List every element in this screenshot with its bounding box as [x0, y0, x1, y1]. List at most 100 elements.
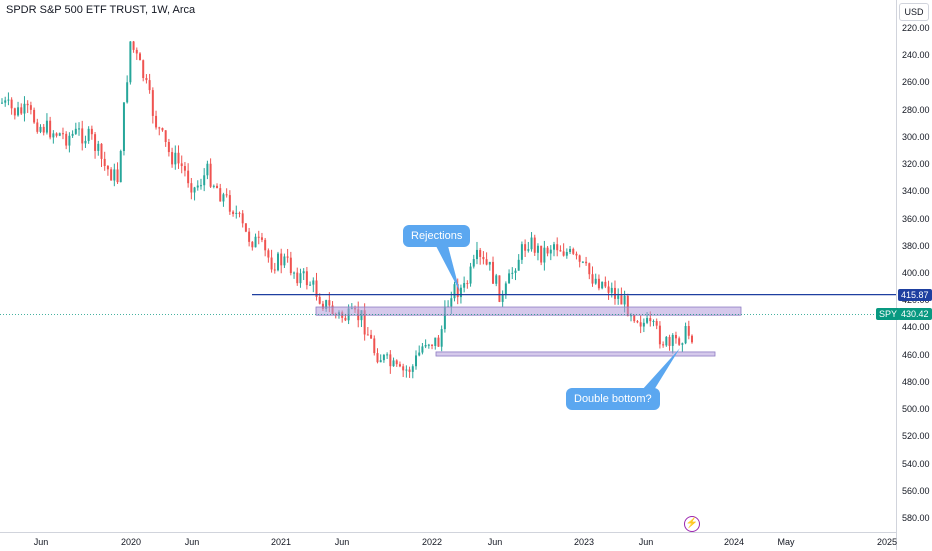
candle-body — [572, 248, 575, 254]
candle-body — [45, 120, 48, 133]
double-bottom-callout[interactable]: Double bottom? — [566, 388, 660, 410]
candle-body — [81, 128, 84, 144]
candle-body — [527, 249, 530, 251]
candle-body — [110, 169, 113, 181]
time-tick: Jun — [184, 537, 200, 547]
chart-plot[interactable] — [0, 0, 896, 532]
candle-body — [678, 338, 681, 345]
candle-body — [13, 108, 16, 116]
time-tick: 2023 — [573, 537, 595, 547]
candle-body — [113, 169, 116, 181]
candle-body — [549, 249, 552, 254]
candle-body — [270, 257, 273, 270]
candle-body — [601, 281, 604, 289]
candle-body — [520, 244, 523, 260]
candle-body — [119, 151, 122, 183]
candle-body — [1, 102, 3, 104]
candle-body — [533, 237, 536, 253]
candle-body — [405, 369, 408, 371]
price-tick: 320.00 — [902, 159, 930, 170]
candle-body — [472, 259, 475, 267]
price-tick: 540.00 — [902, 458, 930, 469]
candle-body — [302, 271, 305, 274]
lightning-icon[interactable]: ⚡ — [684, 516, 700, 532]
candle-body — [315, 280, 318, 297]
candle-body — [578, 255, 581, 262]
candle-body — [68, 135, 71, 146]
candle-body — [691, 335, 693, 343]
currency-button[interactable]: USD — [899, 3, 929, 21]
candle-body — [530, 237, 533, 250]
candle-body — [495, 275, 498, 284]
candle-body — [196, 185, 199, 188]
candle-body — [630, 315, 633, 317]
price-tick: 500.00 — [902, 404, 930, 415]
candle-body — [248, 231, 251, 242]
price-axis[interactable] — [896, 0, 932, 550]
candle-body — [421, 346, 424, 353]
candle-body — [71, 133, 74, 136]
candle-body — [97, 143, 100, 151]
candle-body — [116, 169, 119, 183]
time-tick: Jun — [638, 537, 654, 547]
candle-body — [607, 286, 610, 293]
candle-body — [36, 122, 39, 132]
candle-body — [591, 274, 594, 284]
candle-body — [536, 245, 539, 253]
candle-body — [418, 352, 421, 356]
candle-body — [318, 296, 321, 304]
candle-body — [488, 261, 491, 265]
candles — [1, 40, 693, 379]
candle-body — [402, 366, 405, 371]
candle-body — [26, 103, 29, 106]
candle-body — [55, 133, 58, 136]
candle-body — [29, 105, 32, 110]
rejections-callout[interactable]: Rejections — [403, 225, 471, 247]
price-tick: 300.00 — [902, 131, 930, 142]
candle-body — [514, 270, 517, 273]
rejections-pointer — [436, 246, 460, 292]
candle-body — [623, 295, 626, 305]
candle-body — [122, 102, 125, 152]
candle-body — [180, 163, 183, 167]
candle-body — [344, 317, 347, 321]
candle-body — [203, 175, 206, 186]
last-price-label: 430.42 — [898, 308, 932, 321]
candle-body — [296, 272, 299, 284]
candle-body — [183, 166, 186, 171]
candle-body — [556, 244, 559, 251]
candle-body — [588, 263, 591, 275]
price-tick: 380.00 — [902, 240, 930, 251]
candle-body — [151, 90, 154, 116]
candle-body — [100, 143, 103, 159]
candle-body — [52, 133, 55, 138]
candle-body — [244, 223, 247, 232]
price-tick: 520.00 — [902, 431, 930, 442]
candle-body — [642, 322, 645, 327]
candle-body — [636, 321, 639, 323]
time-axis[interactable] — [0, 532, 896, 551]
candle-body — [575, 253, 578, 256]
candle-body — [7, 99, 10, 101]
candle-body — [23, 103, 26, 114]
candle-body — [415, 355, 417, 367]
candle-body — [443, 306, 446, 330]
candle-body — [687, 326, 690, 336]
candle-body — [164, 130, 167, 143]
double-bottom-pointer — [642, 348, 680, 390]
candle-body — [475, 249, 478, 260]
candle-body — [649, 318, 652, 322]
candle-body — [132, 41, 135, 50]
candle-body — [235, 212, 238, 214]
time-tick: 2025 — [876, 537, 898, 547]
candle-body — [511, 272, 514, 274]
time-tick: May — [777, 537, 795, 547]
candle-body — [277, 253, 279, 271]
candle-body — [456, 284, 459, 298]
candle-body — [257, 236, 260, 238]
candle-body — [20, 107, 23, 114]
candle-body — [161, 128, 164, 131]
candle-body — [135, 49, 138, 54]
price-tick: 280.00 — [902, 104, 930, 115]
candle-body — [363, 310, 366, 335]
